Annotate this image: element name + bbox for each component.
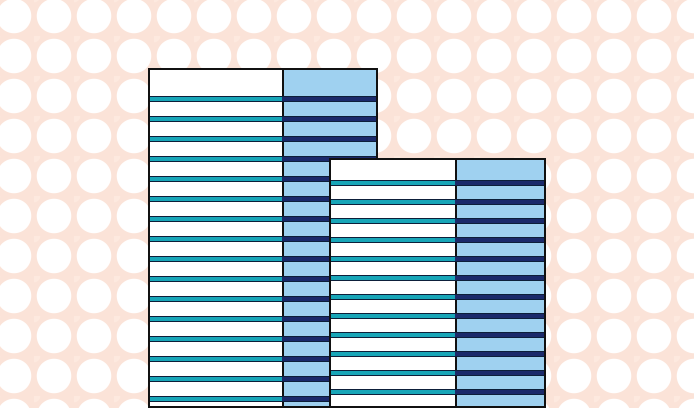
front-panel-stripe bbox=[331, 180, 544, 186]
front-panel-stripe bbox=[331, 275, 544, 281]
back-panel-stripe-dark-segment bbox=[282, 137, 376, 141]
front-panel-stripe-dark-segment bbox=[455, 257, 544, 261]
front-panel-stripe bbox=[331, 313, 544, 319]
front-panel-stripe bbox=[331, 218, 544, 224]
back-panel-stripe bbox=[150, 96, 376, 102]
front-panel-stripe bbox=[331, 351, 544, 357]
front-panel-stripe-dark-segment bbox=[455, 219, 544, 223]
front-panel-stripe bbox=[331, 332, 544, 338]
front-panel-stripe bbox=[331, 199, 544, 205]
front-panel-stripe-dark-segment bbox=[455, 238, 544, 242]
back-panel-stripe bbox=[150, 136, 376, 142]
front-panel bbox=[329, 158, 546, 408]
front-panel-stripe-dark-segment bbox=[455, 390, 544, 394]
front-panel-stripe bbox=[331, 294, 544, 300]
front-panel-stripe bbox=[331, 370, 544, 376]
front-panel-stripe-dark-segment bbox=[455, 352, 544, 356]
front-panel-stripe-dark-segment bbox=[455, 200, 544, 204]
back-panel-stripe bbox=[150, 116, 376, 122]
front-panel-stripe bbox=[331, 256, 544, 262]
front-panel-stripe-dark-segment bbox=[455, 295, 544, 299]
back-panel-stripe-dark-segment bbox=[282, 97, 376, 101]
front-panel-stripe-dark-segment bbox=[455, 371, 544, 375]
front-panel-stripe bbox=[331, 389, 544, 395]
front-panel-stripe-dark-segment bbox=[455, 276, 544, 280]
front-panel-stripe-dark-segment bbox=[455, 314, 544, 318]
back-panel-stripe-dark-segment bbox=[282, 117, 376, 121]
front-panel-stripe-dark-segment bbox=[455, 333, 544, 337]
front-panel-stripe-dark-segment bbox=[455, 181, 544, 185]
front-panel-stripe bbox=[331, 237, 544, 243]
